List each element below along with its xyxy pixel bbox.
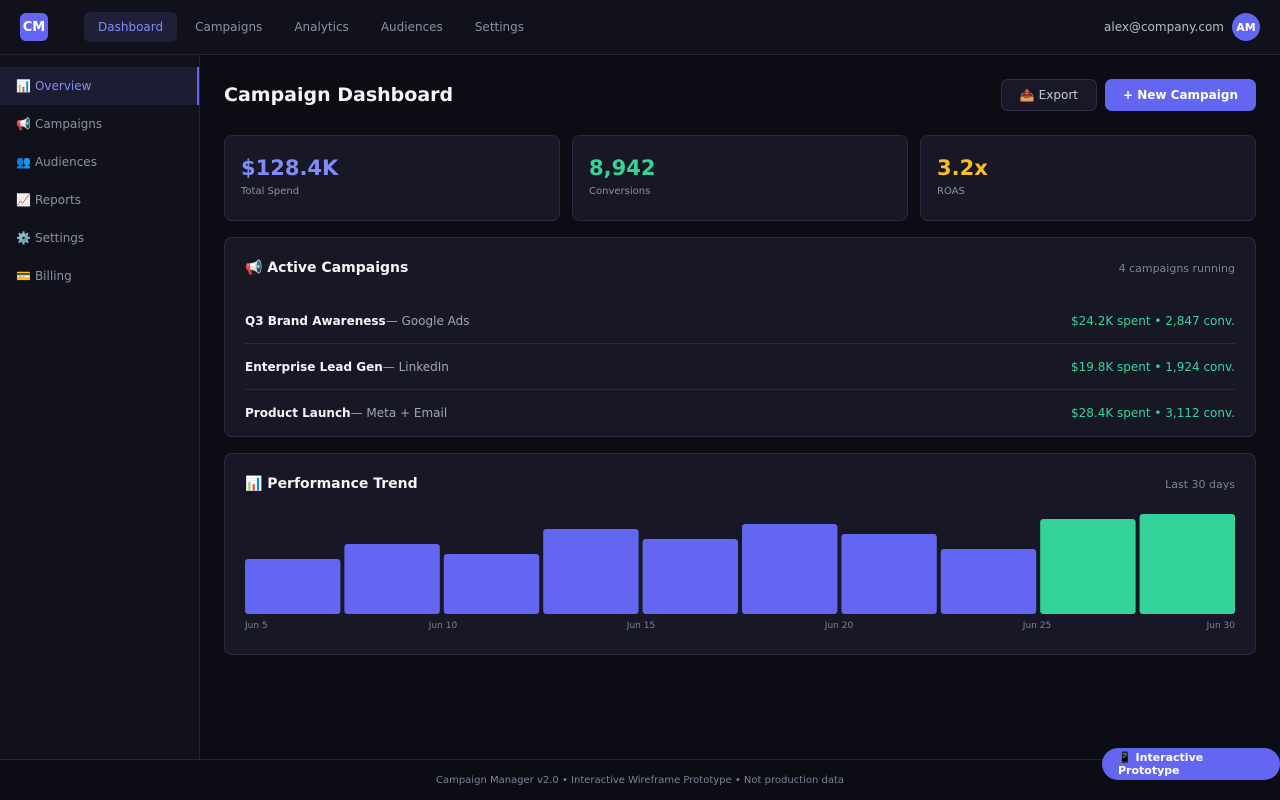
stat-value: $128.4K bbox=[241, 156, 339, 180]
sidebar: 📊 Overview 📢 Campaigns 👥 Audiences 📈 Rep… bbox=[0, 55, 200, 759]
avatar[interactable]: AM bbox=[1232, 13, 1260, 41]
user-menu: alex@company.com AM bbox=[1104, 13, 1260, 41]
x-tick-label: Jun 15 bbox=[626, 621, 656, 631]
page-title: Campaign Dashboard bbox=[224, 84, 454, 106]
chart-bar[interactable] bbox=[543, 529, 639, 614]
x-tick-label: Jun 5 bbox=[245, 621, 268, 631]
stats-row: $128.4K Total Spend 8,942 Conversions 3.… bbox=[224, 135, 1256, 221]
campaign-name: Enterprise Lead Gen bbox=[245, 359, 383, 374]
main-content: Campaign Dashboard 📤 Export + New Campai… bbox=[224, 55, 1256, 655]
chart-bar[interactable] bbox=[642, 539, 738, 614]
x-tick-label: Jun 20 bbox=[824, 621, 854, 631]
x-axis-labels: Jun 5 Jun 10 Jun 15 Jun 20 Jun 25 Jun 30 bbox=[245, 614, 1235, 654]
stat-card-conversions: 8,942 Conversions bbox=[572, 135, 908, 221]
chart-bar[interactable] bbox=[742, 524, 838, 614]
panel-header: 📢 Active Campaigns 4 campaigns running bbox=[245, 238, 1235, 298]
panel-header: 📊 Performance Trend Last 30 days bbox=[245, 454, 1235, 514]
campaign-stats: $19.8K spent • 1,924 conv. bbox=[1070, 359, 1235, 374]
performance-panel: 📊 Performance Trend Last 30 days Jun 5 Ju… bbox=[224, 453, 1256, 655]
stat-label: Conversions bbox=[589, 186, 651, 197]
people-icon: 👥 bbox=[16, 155, 31, 169]
bar-chart-icon: 📊 bbox=[16, 79, 31, 93]
footer-text: Campaign Manager v2.0 • Interactive Wire… bbox=[435, 774, 845, 786]
interactive-prototype-button[interactable]: 📱 Interactive Prototype bbox=[1102, 748, 1280, 780]
active-campaigns-panel: 📢 Active Campaigns 4 campaigns running Q… bbox=[224, 237, 1256, 437]
performance-bar-chart bbox=[245, 514, 1235, 614]
campaign-row[interactable]: Q3 Brand Awareness — Google Ads $24.2K s… bbox=[245, 298, 1235, 344]
sidebar-item-billing[interactable]: 💳 Billing bbox=[0, 257, 199, 295]
new-campaign-button[interactable]: + New Campaign bbox=[1104, 79, 1256, 111]
tab-campaigns[interactable]: Campaigns bbox=[195, 20, 263, 34]
sidebar-item-label: Settings bbox=[34, 231, 85, 245]
campaign-row[interactable]: Enterprise Lead Gen — LinkedIn $19.8K sp… bbox=[245, 344, 1235, 390]
stat-value: 8,942 bbox=[589, 156, 656, 180]
x-tick-label: Jun 30 bbox=[1206, 621, 1235, 631]
sidebar-item-reports[interactable]: 📈 Reports bbox=[0, 181, 199, 219]
credit-card-icon: 💳 bbox=[16, 269, 31, 283]
megaphone-icon: 📢 bbox=[16, 117, 31, 131]
campaign-name: Product Launch bbox=[245, 406, 351, 420]
date-range: Last 30 days bbox=[1165, 477, 1235, 491]
chart-bar[interactable] bbox=[940, 549, 1037, 614]
x-tick-label: Jun 25 bbox=[1022, 621, 1052, 631]
stat-card-roas: 3.2x ROAS bbox=[920, 135, 1256, 221]
sidebar-item-campaigns[interactable]: 📢 Campaigns bbox=[0, 105, 199, 143]
chart-bar[interactable] bbox=[245, 559, 341, 614]
panel-title: 📢 Active Campaigns bbox=[245, 260, 409, 276]
campaign-stats: $28.4K spent • 3,112 conv. bbox=[1070, 406, 1235, 420]
campaign-channel: — Google Ads bbox=[385, 313, 470, 328]
tab-settings[interactable]: Settings bbox=[474, 20, 525, 34]
chart-bar[interactable] bbox=[443, 554, 540, 614]
sidebar-item-audiences[interactable]: 👥 Audiences bbox=[0, 143, 199, 181]
sidebar-item-settings[interactable]: ⚙️ Settings bbox=[0, 219, 199, 257]
footer: Campaign Manager v2.0 • Interactive Wire… bbox=[0, 759, 1280, 800]
chart-bar[interactable] bbox=[841, 534, 937, 614]
user-email: alex@company.com bbox=[1104, 20, 1224, 34]
campaign-name: Q3 Brand Awareness bbox=[245, 313, 386, 328]
tab-analytics[interactable]: Analytics bbox=[294, 20, 349, 34]
stat-value: 3.2x bbox=[937, 156, 988, 180]
stat-label: Total Spend bbox=[241, 186, 300, 197]
chart-bar[interactable] bbox=[1040, 519, 1136, 614]
sidebar-item-overview[interactable]: 📊 Overview bbox=[0, 67, 199, 105]
top-nav: CM Dashboard Campaigns Analytics Audienc… bbox=[0, 0, 1280, 55]
chart-bar[interactable] bbox=[344, 544, 440, 614]
x-tick-label: Jun 10 bbox=[428, 621, 458, 631]
panel-title: 📊 Performance Trend bbox=[245, 476, 418, 492]
campaign-stats: $24.2K spent • 2,847 conv. bbox=[1070, 313, 1235, 328]
campaign-row[interactable]: Product Launch — Meta + Email $28.4K spe… bbox=[245, 390, 1235, 436]
campaign-channel: — LinkedIn bbox=[382, 359, 449, 374]
chart-bar[interactable] bbox=[1139, 514, 1235, 614]
trend-chart-icon: 📈 bbox=[16, 193, 31, 207]
performance-chart bbox=[245, 514, 1235, 614]
export-button[interactable]: 📤 Export bbox=[1000, 79, 1097, 111]
stat-card-total-spend: $128.4K Total Spend bbox=[224, 135, 560, 221]
sidebar-item-label: Campaigns bbox=[34, 117, 103, 131]
gear-icon: ⚙️ bbox=[16, 231, 31, 245]
sidebar-item-label: Overview bbox=[34, 79, 92, 93]
sidebar-item-label: Billing bbox=[34, 269, 72, 283]
sidebar-item-label: Reports bbox=[34, 193, 81, 207]
page-header: Campaign Dashboard 📤 Export + New Campai… bbox=[224, 55, 1256, 135]
sidebar-item-label: Audiences bbox=[34, 155, 97, 169]
header-actions: 📤 Export + New Campaign bbox=[1000, 79, 1256, 111]
tab-dashboard[interactable]: Dashboard bbox=[84, 12, 178, 42]
app-logo[interactable]: CM bbox=[20, 13, 48, 41]
campaign-channel: — Meta + Email bbox=[350, 406, 448, 420]
tab-audiences[interactable]: Audiences bbox=[380, 20, 443, 34]
campaign-count: 4 campaigns running bbox=[1118, 261, 1235, 275]
stat-label: ROAS bbox=[937, 186, 965, 197]
